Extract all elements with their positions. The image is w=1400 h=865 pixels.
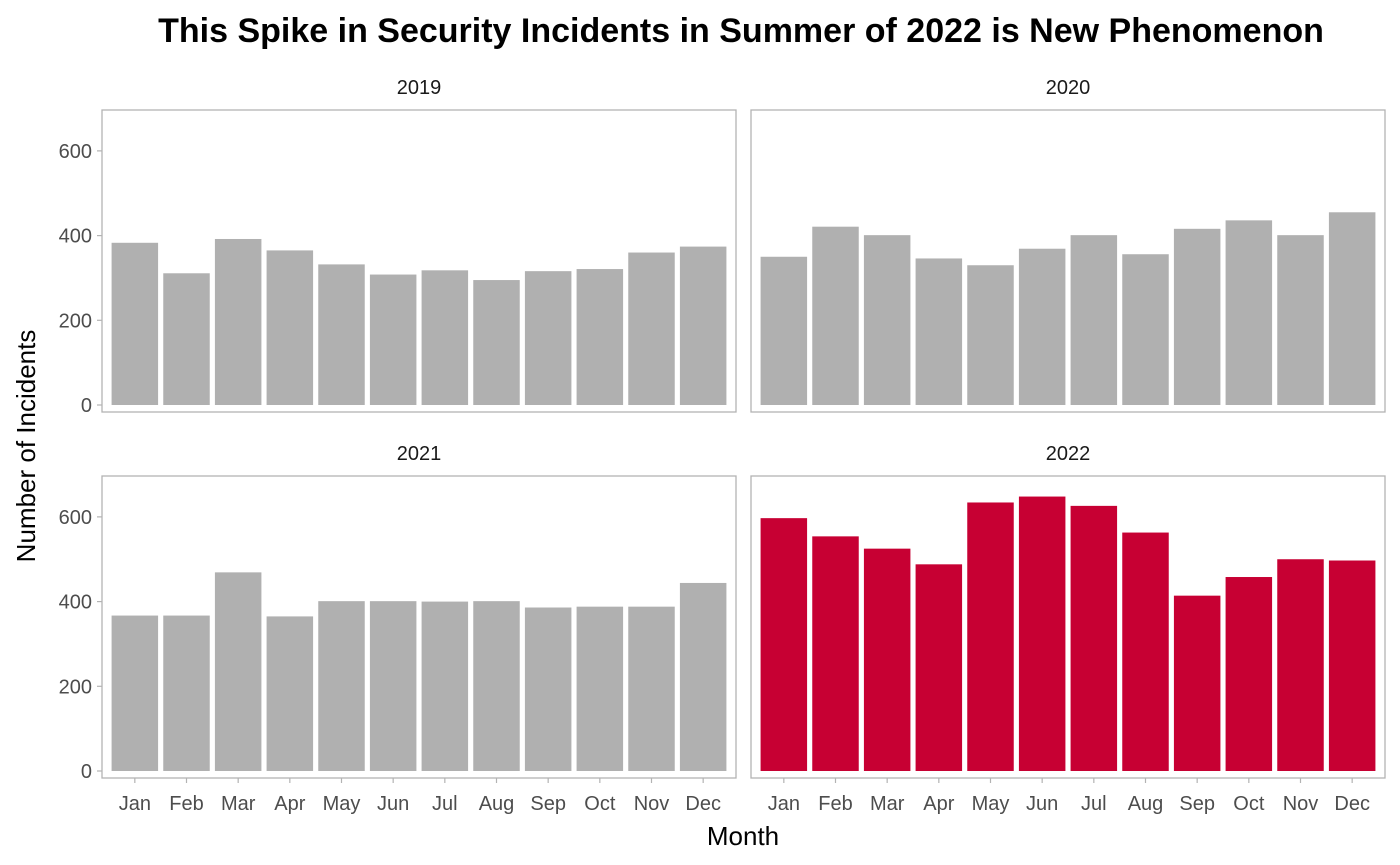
bar-2021-jul bbox=[421, 601, 469, 771]
panel-border bbox=[750, 475, 1386, 779]
bar-2022-aug bbox=[1122, 532, 1169, 771]
bar-2021-feb bbox=[163, 615, 210, 771]
bar-2020-aug bbox=[1122, 254, 1169, 405]
facet-panel-2022: 2022 Jan Feb Mar Apr May Jun Jul Aug Sep Oct Nov Dec bbox=[750, 443, 1386, 815]
x-tick-label: Oct bbox=[584, 793, 616, 815]
bar-2021-may bbox=[318, 601, 365, 771]
bar-2019-jun bbox=[369, 274, 417, 405]
x-tick-label: Oct bbox=[1233, 793, 1265, 815]
bar-2021-apr bbox=[266, 616, 314, 771]
x-tick-label: May bbox=[972, 793, 1010, 815]
bar-2022-feb bbox=[812, 536, 859, 771]
x-tick-label: Mar bbox=[221, 793, 256, 815]
bar-2019-sep bbox=[524, 271, 572, 405]
x-tick-label: Aug bbox=[1128, 793, 1164, 815]
bar-2019-apr bbox=[266, 250, 314, 405]
bar-2022-may bbox=[967, 502, 1014, 771]
bar-2020-oct bbox=[1225, 220, 1273, 405]
panel-border bbox=[101, 109, 737, 413]
x-tick-label: May bbox=[323, 793, 361, 815]
bar-2021-dec bbox=[679, 582, 727, 771]
bar-2021-jun bbox=[369, 601, 417, 771]
bar-2021-oct bbox=[576, 606, 624, 771]
bar-2020-apr bbox=[915, 258, 963, 405]
bar-2020-may bbox=[967, 265, 1014, 405]
bar-2022-sep bbox=[1173, 595, 1221, 771]
y-tick-label: 200 bbox=[59, 310, 92, 332]
bar-2021-jan bbox=[111, 615, 159, 771]
bar-2019-jan bbox=[111, 242, 159, 405]
x-tick-label: Feb bbox=[169, 793, 203, 815]
x-tick-label: Mar bbox=[870, 793, 905, 815]
x-tick-label: Jul bbox=[1081, 793, 1107, 815]
bar-2022-dec bbox=[1328, 560, 1376, 771]
x-tick-label: Jul bbox=[432, 793, 458, 815]
bar-2021-mar bbox=[214, 572, 262, 771]
bar-2022-apr bbox=[915, 564, 963, 771]
chart-title: This Spike in Security Incidents in Summ… bbox=[158, 12, 1324, 50]
facet-panel-2019: 2019 0 200 400 600 bbox=[59, 77, 737, 417]
facet-label-2019: 2019 bbox=[397, 77, 442, 99]
bar-2022-jul bbox=[1070, 505, 1118, 771]
x-tick-label: Aug bbox=[479, 793, 515, 815]
bar-2022-nov bbox=[1277, 559, 1324, 771]
facet-label-2022: 2022 bbox=[1046, 443, 1091, 465]
x-tick-label: Sep bbox=[1179, 793, 1215, 815]
facet-label-2021: 2021 bbox=[397, 443, 442, 465]
y-tick-label: 400 bbox=[59, 226, 92, 248]
x-tick-label: Sep bbox=[530, 793, 566, 815]
x-tick-label: Jun bbox=[377, 793, 409, 815]
facet-panel-2021: 2021 0 200 400 600 Jan Feb Mar Apr May Jun Jul Aug Se… bbox=[59, 443, 737, 815]
bar-2019-may bbox=[318, 264, 365, 405]
facet-panels: 2019 0 200 400 600 2020 2021 0 200 400 600 Jan Feb Ma… bbox=[59, 77, 1386, 815]
bar-2020-feb bbox=[812, 226, 859, 405]
bar-2020-jun bbox=[1018, 248, 1066, 405]
bar-2022-jun bbox=[1018, 496, 1066, 771]
x-tick-label: Nov bbox=[634, 793, 670, 815]
facet-panel-2020: 2020 bbox=[750, 77, 1386, 413]
x-tick-label: Jan bbox=[768, 793, 800, 815]
bar-2021-aug bbox=[473, 601, 520, 771]
y-tick-label: 600 bbox=[59, 141, 92, 163]
panel-border bbox=[750, 109, 1386, 413]
bar-2020-dec bbox=[1328, 212, 1376, 405]
bar-2019-feb bbox=[163, 273, 210, 405]
y-tick-label: 0 bbox=[81, 761, 92, 783]
panel-border bbox=[101, 475, 737, 779]
bar-2019-mar bbox=[214, 238, 262, 405]
x-tick-label: Apr bbox=[274, 793, 305, 815]
bar-2020-jan bbox=[760, 256, 808, 405]
bar-2022-mar bbox=[863, 548, 911, 771]
x-tick-label: Jun bbox=[1026, 793, 1058, 815]
bar-2020-nov bbox=[1277, 235, 1324, 405]
bar-2019-aug bbox=[473, 280, 520, 405]
bar-2020-jul bbox=[1070, 235, 1118, 405]
bar-2019-nov bbox=[628, 252, 675, 405]
x-tick-label: Dec bbox=[1334, 793, 1370, 815]
x-tick-label: Apr bbox=[923, 793, 954, 815]
y-tick-label: 0 bbox=[81, 395, 92, 417]
y-axis-title: Number of Incidents bbox=[11, 330, 41, 563]
x-tick-label: Jan bbox=[119, 793, 151, 815]
bar-2019-jul bbox=[421, 270, 469, 405]
bar-2022-oct bbox=[1225, 577, 1273, 771]
y-tick-label: 400 bbox=[59, 592, 92, 614]
bar-2021-nov bbox=[628, 606, 675, 771]
x-tick-label: Feb bbox=[818, 793, 852, 815]
bar-2019-dec bbox=[679, 246, 727, 405]
bar-2021-sep bbox=[524, 607, 572, 771]
y-tick-label: 200 bbox=[59, 676, 92, 698]
x-axis-title: Month bbox=[707, 821, 779, 851]
bar-2019-oct bbox=[576, 269, 624, 405]
y-tick-label: 600 bbox=[59, 507, 92, 529]
x-tick-label: Dec bbox=[685, 793, 721, 815]
bar-2022-jan bbox=[760, 518, 808, 771]
x-tick-label: Nov bbox=[1283, 793, 1319, 815]
bar-2020-sep bbox=[1173, 228, 1221, 405]
facet-label-2020: 2020 bbox=[1046, 77, 1091, 99]
bar-2020-mar bbox=[863, 235, 911, 405]
